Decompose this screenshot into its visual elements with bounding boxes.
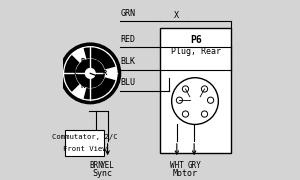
Text: Front View: Front View: [63, 146, 106, 152]
Text: X: X: [173, 11, 178, 20]
Circle shape: [60, 43, 121, 104]
Text: Sync: Sync: [92, 169, 112, 178]
Text: C: C: [95, 58, 100, 64]
Text: BLK: BLK: [121, 57, 136, 66]
Text: R: R: [81, 58, 85, 64]
Wedge shape: [83, 47, 116, 69]
Circle shape: [176, 97, 182, 103]
Text: R: R: [81, 83, 85, 89]
Text: GRN: GRN: [121, 9, 136, 18]
Text: WHT: WHT: [170, 161, 184, 170]
Circle shape: [172, 78, 218, 124]
Circle shape: [182, 111, 189, 117]
Wedge shape: [83, 77, 116, 99]
Circle shape: [201, 111, 208, 117]
Wedge shape: [64, 55, 80, 92]
Circle shape: [208, 97, 214, 103]
Text: GRY: GRY: [187, 161, 201, 170]
Text: BRN: BRN: [89, 161, 103, 170]
Circle shape: [201, 86, 208, 92]
Circle shape: [64, 47, 117, 100]
Circle shape: [182, 86, 189, 92]
Text: RED: RED: [121, 35, 136, 44]
Text: Commutator, 2/C: Commutator, 2/C: [52, 134, 118, 140]
Text: YEL: YEL: [101, 161, 115, 170]
Text: R: R: [103, 70, 107, 76]
Text: BLU: BLU: [121, 78, 136, 87]
Text: P6: P6: [190, 35, 202, 45]
Text: C: C: [95, 83, 100, 89]
Text: Plug, Rear: Plug, Rear: [171, 47, 221, 56]
Text: Motor: Motor: [173, 169, 198, 178]
Text: C: C: [74, 70, 78, 76]
FancyBboxPatch shape: [65, 130, 104, 156]
Circle shape: [76, 59, 104, 87]
Circle shape: [85, 69, 95, 78]
FancyBboxPatch shape: [160, 28, 231, 153]
